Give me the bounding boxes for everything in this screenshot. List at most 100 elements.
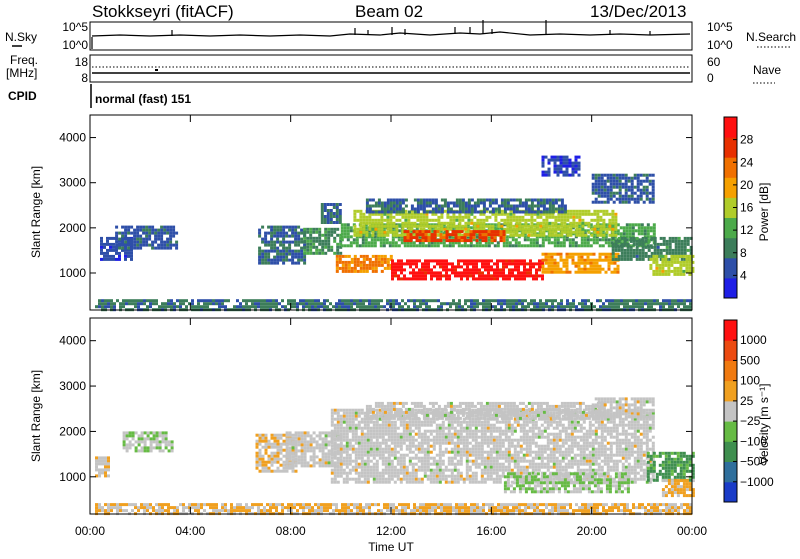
power-cell <box>578 244 581 247</box>
power-cell <box>415 274 418 277</box>
power-cell <box>635 302 638 305</box>
velocity-cell <box>322 449 325 452</box>
velocity-cell <box>328 431 331 434</box>
velocity-cell <box>129 440 132 443</box>
velocity-cell <box>203 503 206 506</box>
velocity-cell <box>431 509 434 512</box>
power-cell <box>351 270 354 273</box>
velocity-cell <box>304 437 307 440</box>
power-cell <box>347 235 350 238</box>
velocity-cell <box>144 443 147 446</box>
power-cell <box>683 305 686 308</box>
power-cell <box>619 186 622 189</box>
power-cell <box>157 232 160 235</box>
velocity-cell <box>256 467 259 470</box>
velocity-cell <box>271 434 274 437</box>
power-cell <box>297 259 300 262</box>
power-cell <box>491 299 494 302</box>
power-cell <box>623 299 626 302</box>
power-cell <box>148 232 151 235</box>
power-cell <box>592 201 595 204</box>
power-cell <box>545 299 548 302</box>
power-cell <box>502 274 505 277</box>
velocity-cell <box>527 503 530 506</box>
power-cell <box>306 228 309 231</box>
power-cell <box>602 259 605 262</box>
velocity-cell <box>245 506 248 509</box>
power-cell <box>264 244 267 247</box>
velocity-cell <box>262 467 265 470</box>
power-cell <box>530 234 533 237</box>
power-cell <box>513 205 516 208</box>
power-cell <box>613 174 616 177</box>
velocity-cell <box>144 437 147 440</box>
power-cell <box>554 268 557 271</box>
power-cell <box>611 210 614 213</box>
velocity-cell <box>131 509 134 512</box>
power-cell <box>365 244 368 247</box>
power-cell <box>572 299 575 302</box>
power-cell <box>312 243 315 246</box>
power-cell <box>605 299 608 302</box>
power-cell <box>410 222 413 225</box>
power-cell <box>264 262 267 265</box>
power-cell <box>526 274 529 277</box>
power-cell <box>434 233 437 236</box>
power-cell <box>166 232 169 235</box>
power-cell <box>294 256 297 259</box>
velocity-cell <box>259 434 262 437</box>
power-cell <box>660 243 663 246</box>
velocity-cell <box>668 503 671 506</box>
velocity-cell <box>268 467 271 470</box>
power-cell <box>351 267 354 270</box>
power-cell <box>324 209 327 212</box>
velocity-cell <box>298 461 301 464</box>
power-cell <box>442 268 445 271</box>
power-cell <box>172 232 175 235</box>
power-cell <box>500 219 503 222</box>
power-cell <box>593 268 596 271</box>
power-cell <box>626 305 629 308</box>
power-cell <box>483 205 486 208</box>
power-cell <box>359 228 362 231</box>
velocity-cell <box>286 440 289 443</box>
power-cell <box>461 219 464 222</box>
power-cell <box>514 268 517 271</box>
velocity-cell <box>182 503 185 506</box>
velocity-cell <box>653 503 656 506</box>
power-cell <box>369 205 372 208</box>
power-cell <box>645 237 648 240</box>
power-cell <box>536 244 539 247</box>
power-cell <box>648 255 651 258</box>
power-cell <box>372 211 375 214</box>
power-cell <box>455 233 458 236</box>
power-cell <box>354 255 357 258</box>
velocity-cell <box>251 506 254 509</box>
power-cell <box>517 259 520 262</box>
power-cell <box>260 305 263 308</box>
power-cell <box>519 211 522 214</box>
power-cell <box>646 186 649 189</box>
velocity-cell <box>262 446 265 449</box>
power-cell <box>535 262 538 265</box>
velocity-cell <box>283 470 286 473</box>
power-cell <box>581 259 584 262</box>
power-cell <box>563 262 566 265</box>
velocity-cell <box>668 506 671 509</box>
power-cell <box>368 244 371 247</box>
power-cell <box>402 208 405 211</box>
power-cell <box>300 238 303 241</box>
power-cell <box>527 219 530 222</box>
power-cell <box>650 229 653 232</box>
velocity-cell <box>274 443 277 446</box>
power-cell <box>386 238 389 241</box>
velocity-cell <box>413 506 416 509</box>
velocity-cell <box>362 506 365 509</box>
power-cell <box>522 211 525 214</box>
velocity-cell <box>422 509 425 512</box>
power-cell <box>540 199 543 202</box>
power-cell <box>685 261 688 264</box>
power-cell <box>503 302 506 305</box>
power-cell <box>676 270 679 273</box>
velocity-cell <box>259 458 262 461</box>
